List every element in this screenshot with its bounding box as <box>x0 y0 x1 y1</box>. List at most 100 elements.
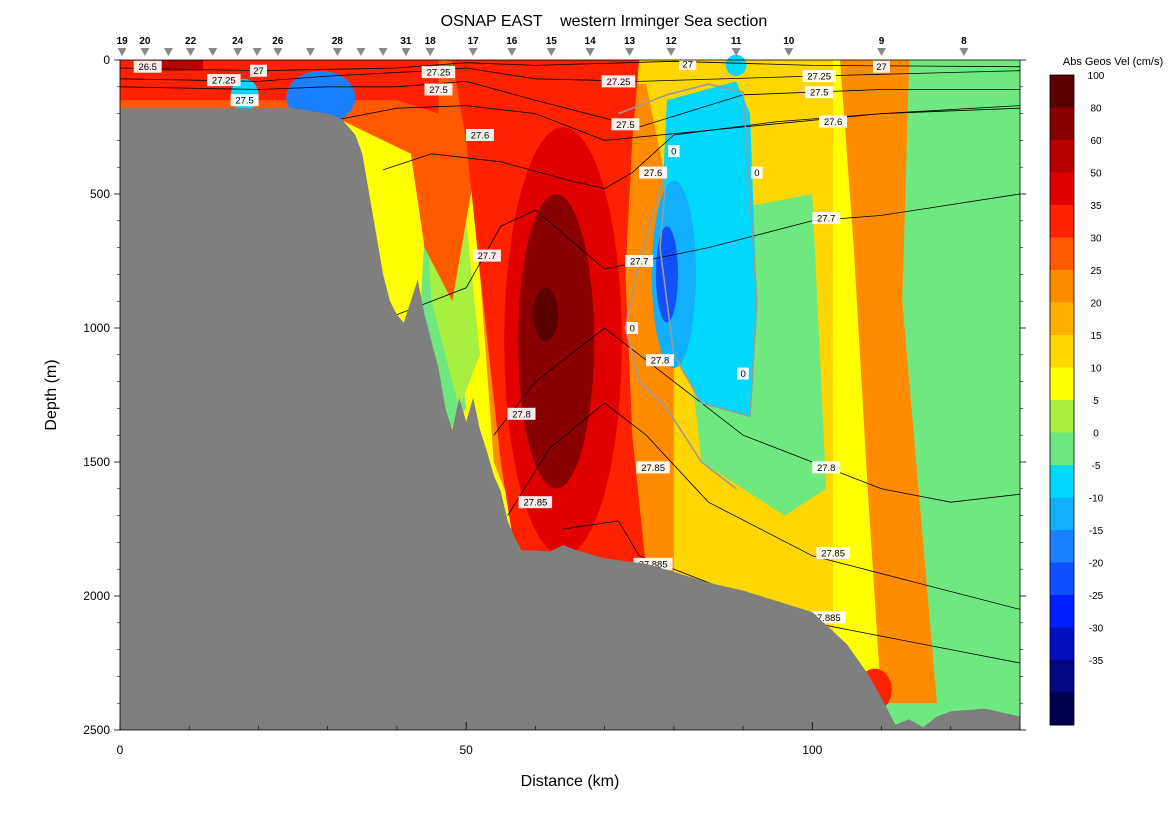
contour-label: 27.8 <box>646 354 674 367</box>
chart-title: OSNAP EAST western Irminger Sea section <box>441 13 768 30</box>
y-tick-label: 1000 <box>83 321 110 335</box>
station-marker <box>140 48 150 56</box>
station-marker <box>378 48 388 56</box>
colorbar-swatch <box>1050 562 1074 596</box>
svg-text:27.6: 27.6 <box>644 168 663 179</box>
colorbar-tick-label: -15 <box>1089 526 1104 537</box>
colorbar-tick-label: 50 <box>1090 169 1102 180</box>
colorbar-tick-label: -25 <box>1089 591 1104 602</box>
station-marker <box>877 48 887 56</box>
station-marker <box>186 48 196 56</box>
contour-label: 27 <box>873 60 890 73</box>
colorbar-swatch <box>1050 270 1074 303</box>
svg-text:27.6: 27.6 <box>824 117 843 128</box>
fill-deepest-core <box>533 287 559 342</box>
zero-velocity-contour <box>618 83 758 490</box>
station-marker <box>546 48 556 56</box>
svg-text:27.25: 27.25 <box>607 77 631 88</box>
contour-label: 27.7 <box>625 255 654 268</box>
contour-label: 27.25 <box>207 74 241 87</box>
station-marker <box>117 48 127 56</box>
colorbar-swatch <box>1050 432 1074 466</box>
contour-label: 0 <box>668 145 680 158</box>
contour-label: 0 <box>737 367 749 380</box>
svg-text:27.5: 27.5 <box>235 96 254 107</box>
fill-maroon-core <box>518 194 595 489</box>
contour-label: 27.85 <box>518 496 553 509</box>
colorbar-tick-label: -35 <box>1089 656 1104 667</box>
colorbar-swatch <box>1050 302 1074 336</box>
isopycnal-contours: 26.5 27 27.25 27.25 27 27.25 27 27.25 27.5 27.5 27… <box>119 58 1021 664</box>
svg-text:0: 0 <box>740 369 745 380</box>
svg-text:27.8: 27.8 <box>817 463 836 474</box>
contour-label: 0 <box>751 166 763 179</box>
svg-text:27.885: 27.885 <box>639 559 668 570</box>
colorbar-swatch <box>1050 172 1074 206</box>
station-label: 18 <box>425 36 437 47</box>
colorbar-tick-label: 20 <box>1090 299 1102 310</box>
contour-label: 27.6 <box>466 129 494 142</box>
svg-text:0: 0 <box>671 147 676 158</box>
svg-text:27.5: 27.5 <box>429 85 448 96</box>
isopycnal-line <box>396 193 1021 315</box>
station-marker <box>959 48 969 56</box>
y-tick-label: 2000 <box>83 589 110 603</box>
colorbar-frame <box>1049 74 1075 726</box>
colorbar-title: Abs Geos Vel (cm/s) <box>1063 56 1163 68</box>
svg-text:27: 27 <box>876 62 887 73</box>
svg-text:27.85: 27.85 <box>821 549 845 560</box>
svg-text:27: 27 <box>682 60 693 71</box>
colorbar-swatch <box>1050 140 1074 173</box>
colorbar-swatch <box>1050 75 1074 108</box>
isopycnal-line <box>119 67 1021 82</box>
station-label: 8 <box>961 36 967 47</box>
isopycnal-line <box>493 327 1021 503</box>
station-marker <box>273 48 283 56</box>
contour-label: 27.85 <box>636 461 670 474</box>
colorbar-swatch <box>1050 692 1074 726</box>
isopycnal-line <box>327 105 1021 141</box>
station-marker <box>332 48 342 56</box>
colorbar-swatch <box>1050 400 1074 433</box>
colorbar-tick-label: 80 <box>1090 104 1102 115</box>
station-label: 11 <box>731 36 742 47</box>
station-label: 10 <box>783 36 795 47</box>
colorbar-swatch <box>1050 595 1074 628</box>
x-axis-label: Distance (km) <box>521 773 620 790</box>
contour-label: 27.25 <box>601 75 636 88</box>
colorbar-swatch <box>1050 627 1074 661</box>
svg-text:27.85: 27.85 <box>524 498 548 509</box>
fill-orange-east <box>840 60 937 704</box>
contour-label: 27.25 <box>421 66 456 79</box>
colorbar-swatch <box>1050 497 1074 531</box>
contour-label: 27.5 <box>805 86 834 99</box>
colorbar-swatch <box>1050 335 1074 368</box>
fill-blue-eddy <box>655 226 678 323</box>
x-tick-label: 0 <box>117 743 124 757</box>
station-marker <box>163 48 173 56</box>
colorbar-swatches: 10080605035302520151050-5-10-15-20-25-30… <box>1049 71 1105 726</box>
station-marker <box>666 48 676 56</box>
contour-label: 26.5 <box>133 60 162 73</box>
svg-text:0: 0 <box>754 168 759 179</box>
station-label: 19 <box>117 36 129 47</box>
colorbar-swatch <box>1050 465 1074 498</box>
colorbar-tick-label: -10 <box>1089 494 1104 505</box>
svg-text:27.8: 27.8 <box>512 409 531 420</box>
contour-label: 27.7 <box>472 249 501 262</box>
contour-label: 27.8 <box>507 407 536 420</box>
fill-orange-west <box>120 60 480 302</box>
station-label: 9 <box>879 36 885 47</box>
contour-label: 27.7 <box>812 212 841 225</box>
contour-label: 27 <box>679 58 697 71</box>
y-tick-label: 1500 <box>83 455 110 469</box>
velocity-fill <box>120 54 1020 730</box>
station-marker <box>425 48 435 56</box>
colorbar: Abs Geos Vel (cm/s) 10080605035302520151… <box>1049 56 1163 726</box>
station-marker <box>208 48 218 56</box>
contour-label: 27.6 <box>639 166 668 179</box>
colorbar-tick-label: 25 <box>1090 266 1102 277</box>
station-marker <box>252 48 262 56</box>
